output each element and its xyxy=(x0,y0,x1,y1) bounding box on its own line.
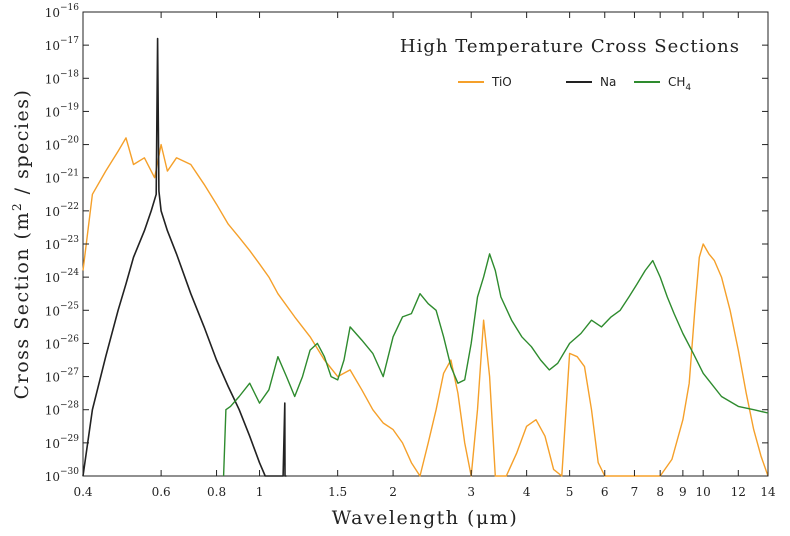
x-tick-label: 0.4 xyxy=(73,485,92,499)
legend: TiO Na CH4 xyxy=(458,75,691,93)
y-tick-label-base: 10 xyxy=(45,39,60,53)
y-tick-label-exp: −26 xyxy=(60,334,79,344)
y-tick-label-exp: −25 xyxy=(60,301,79,311)
y-tick-label: 10−29 xyxy=(45,434,80,451)
x-tick-label: 7 xyxy=(631,485,639,499)
y-tick-label-base: 10 xyxy=(45,437,60,451)
y-tick-label-exp: −16 xyxy=(60,3,79,13)
x-tick-label: 6 xyxy=(601,485,609,499)
x-axis-label: Wavelength (μm) xyxy=(332,507,519,529)
series-line-tio xyxy=(82,137,769,477)
y-axis-ticks: 10−1610−1710−1810−1910−2010−2110−2210−23… xyxy=(45,3,768,484)
y-tick-label-exp: −20 xyxy=(60,136,79,146)
y-tick-label-exp: −28 xyxy=(60,401,79,411)
y-tick-label: 10−30 xyxy=(45,467,80,484)
series-line-ch4 xyxy=(222,253,769,477)
y-tick-label-exp: −30 xyxy=(60,467,79,477)
series-line-na xyxy=(82,37,287,477)
y-tick-label-base: 10 xyxy=(45,105,60,119)
y-tick-label-exp: −22 xyxy=(60,202,79,212)
legend-label-tio: TiO xyxy=(491,75,512,89)
y-tick-label: 10−24 xyxy=(45,268,80,285)
y-axis-label-sup: 2 xyxy=(10,202,24,211)
x-tick-label: 14 xyxy=(760,485,776,499)
y-axis-label: Cross Section (m2 / species) xyxy=(10,89,33,400)
x-tick-label: 2 xyxy=(389,485,397,499)
y-tick-label: 10−22 xyxy=(45,202,79,219)
y-tick-label: 10−25 xyxy=(45,301,80,318)
y-tick-label-base: 10 xyxy=(45,337,60,351)
x-tick-label: 9 xyxy=(679,485,687,499)
x-tick-label: 1 xyxy=(256,485,264,499)
legend-label-na: Na xyxy=(600,75,616,89)
y-tick-label-base: 10 xyxy=(45,404,60,418)
y-tick-label-exp: −23 xyxy=(60,235,79,245)
x-axis-ticks: 0.4 0.6 0.8 1 1.5 2 3 4 5 6 7 8 9 10 12 14 xyxy=(73,12,776,499)
legend-label-ch4-sub: 4 xyxy=(685,83,691,93)
y-tick-label-base: 10 xyxy=(45,72,60,86)
y-tick-label-exp: −29 xyxy=(60,434,79,444)
legend-label-ch4-base: CH xyxy=(668,75,685,89)
x-tick-label: 8 xyxy=(656,485,664,499)
y-tick-label-exp: −17 xyxy=(60,36,79,46)
y-tick-label-base: 10 xyxy=(45,139,60,153)
y-tick-label-exp: −24 xyxy=(60,268,79,278)
y-tick-label-exp: −21 xyxy=(60,169,79,179)
y-tick-label-base: 10 xyxy=(45,470,60,484)
y-tick-label-base: 10 xyxy=(45,172,60,186)
y-axis-label-main: Cross Section (m xyxy=(11,211,33,399)
y-tick-label: 10−21 xyxy=(45,169,79,186)
y-tick-label: 10−26 xyxy=(45,334,80,351)
x-tick-label: 0.6 xyxy=(152,485,171,499)
y-tick-label-exp: −27 xyxy=(60,368,79,378)
y-tick-label: 10−28 xyxy=(45,401,80,418)
y-tick-label: 10−16 xyxy=(45,3,80,20)
plot-frame xyxy=(82,11,769,477)
x-tick-label: 1.5 xyxy=(328,485,347,499)
y-tick-label: 10−27 xyxy=(45,368,80,385)
y-tick-label-exp: −19 xyxy=(60,102,79,112)
x-tick-label: 3 xyxy=(467,485,475,499)
chart-title: High Temperature Cross Sections xyxy=(400,36,740,57)
x-tick-label: 12 xyxy=(731,485,746,499)
y-tick-label-base: 10 xyxy=(45,238,60,252)
legend-label-ch4: CH4 xyxy=(668,75,691,93)
x-tick-label: 4 xyxy=(523,485,531,499)
x-tick-label: 0.8 xyxy=(207,485,226,499)
y-tick-label-base: 10 xyxy=(45,371,60,385)
y-tick-label-base: 10 xyxy=(45,271,60,285)
y-tick-label: 10−18 xyxy=(45,69,80,86)
y-tick-label-base: 10 xyxy=(45,205,60,219)
x-tick-label: 5 xyxy=(566,485,574,499)
y-tick-label: 10−23 xyxy=(45,235,80,252)
series-lines xyxy=(82,37,769,477)
x-tick-label: 10 xyxy=(696,485,711,499)
y-tick-label: 10−19 xyxy=(45,102,80,119)
y-tick-label-base: 10 xyxy=(45,304,60,318)
y-tick-label: 10−17 xyxy=(45,36,80,53)
y-tick-label: 10−20 xyxy=(45,136,80,153)
y-axis-label-tail: / species) xyxy=(11,89,33,202)
y-tick-label-base: 10 xyxy=(45,6,60,20)
y-tick-label-exp: −18 xyxy=(60,69,79,79)
